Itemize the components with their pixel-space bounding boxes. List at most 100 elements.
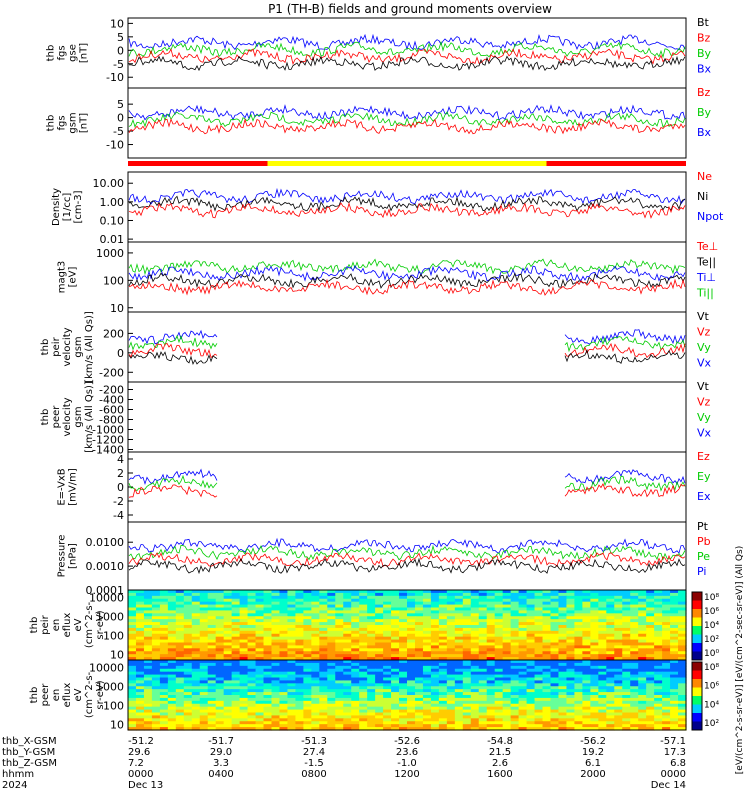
heatmap-cell [128, 674, 137, 679]
heatmap-cell [414, 724, 424, 728]
heatmap-cell [407, 592, 416, 597]
heatmap-cell [558, 657, 568, 661]
heatmap-cell [343, 683, 352, 687]
heatmap-cell [319, 718, 328, 722]
heatmap-cell [518, 648, 528, 652]
heatmap-cell [399, 709, 408, 714]
heatmap-cell [678, 619, 687, 623]
heatmap-cell [590, 692, 599, 696]
heatmap-cell [462, 680, 472, 684]
heatmap-cell [239, 613, 249, 617]
heatmap-cell [143, 715, 153, 719]
heatmap-cell [303, 601, 312, 606]
heatmap-cell [335, 622, 344, 626]
heatmap-cell [271, 727, 281, 731]
heatmap-cell [231, 677, 241, 682]
heatmap-cell [670, 648, 679, 652]
y-tick-label: 0.10 [100, 214, 125, 227]
heatmap-cell [319, 639, 328, 644]
heatmap-cell [542, 689, 552, 693]
heatmap-cell [614, 657, 623, 661]
heatmap-cell [199, 616, 209, 620]
heatmap-cell [327, 724, 336, 728]
heatmap-cell [279, 639, 289, 644]
heatmap-cell [598, 660, 607, 664]
heatmap-cell [391, 604, 400, 609]
heatmap-cell [231, 697, 241, 702]
heatmap-cell [359, 630, 368, 635]
heatmap-cell [430, 607, 440, 612]
heatmap-cell [574, 622, 583, 626]
heatmap-cell [279, 648, 289, 652]
heatmap-cell [614, 601, 623, 606]
heatmap-cell [542, 727, 552, 731]
heatmap-cell [143, 677, 153, 682]
heatmap-cell [454, 622, 464, 626]
heatmap-cell [335, 607, 344, 612]
heatmap-cell [414, 619, 424, 623]
heatmap-cell [558, 613, 568, 617]
heatmap-cell [494, 616, 504, 620]
heatmap-cell [135, 636, 145, 641]
heatmap-cell [670, 598, 679, 603]
heatmap-cell [367, 639, 376, 644]
heatmap-cell [295, 619, 304, 623]
heatmap-cell [143, 654, 153, 658]
heatmap-cell [446, 703, 456, 708]
heatmap-cell [502, 686, 512, 690]
heatmap-cell [263, 610, 273, 614]
heatmap-cell [462, 686, 472, 690]
heatmap-cell [630, 604, 639, 609]
heatmap-cell [128, 625, 137, 629]
heatmap-cell [215, 692, 225, 696]
heatmap-cell [414, 654, 424, 658]
heatmap-cell [646, 721, 655, 725]
heatmap-cell [550, 674, 560, 679]
heatmap-cell [207, 636, 217, 641]
heatmap-cell [399, 657, 408, 661]
heatmap-cell [526, 651, 536, 655]
heatmap-cell [566, 654, 575, 658]
heatmap-cell [606, 645, 615, 649]
heatmap-cell [550, 648, 560, 652]
heatmap-cell [646, 636, 655, 641]
heatmap-cell [510, 703, 520, 708]
heatmap-cell [327, 662, 336, 667]
heatmap-cell [319, 689, 328, 693]
heatmap-cell [159, 613, 169, 617]
heatmap-cell [518, 642, 528, 647]
heatmap-cell [327, 619, 336, 623]
heatmap-cell [343, 657, 352, 661]
heatmap-cell [303, 700, 312, 705]
heatmap-cell [502, 592, 512, 597]
heatmap-cell [582, 619, 591, 623]
heatmap-cell [646, 727, 655, 731]
heatmap-cell [383, 706, 392, 711]
heatmap-cell [151, 660, 161, 664]
heatmap-cell [446, 590, 456, 594]
heatmap-cell [319, 604, 328, 609]
heatmap-cell [175, 636, 185, 641]
heatmap-cell [335, 718, 344, 722]
heatmap-cell [367, 613, 376, 617]
heatmap-cell [327, 680, 336, 684]
heatmap-cell [558, 590, 568, 594]
heatmap-cell [414, 598, 424, 603]
heatmap-cell [566, 648, 575, 652]
heatmap-cell [510, 683, 520, 687]
heatmap-cell [407, 645, 416, 649]
heatmap-cell [454, 648, 464, 652]
heatmap-cell [646, 718, 655, 722]
heatmap-cell [662, 686, 671, 690]
heatmap-cell [375, 665, 384, 670]
heatmap-cell [151, 674, 161, 679]
heatmap-cell [550, 700, 560, 705]
heatmap-cell [574, 616, 583, 620]
heatmap-cell [271, 590, 281, 594]
heatmap-cell [319, 625, 328, 629]
heatmap-cell [446, 660, 456, 664]
heatmap-cell [128, 601, 137, 606]
heatmap-cell [247, 648, 257, 652]
heatmap-cell [143, 680, 153, 684]
heatmap-cell [430, 636, 440, 641]
